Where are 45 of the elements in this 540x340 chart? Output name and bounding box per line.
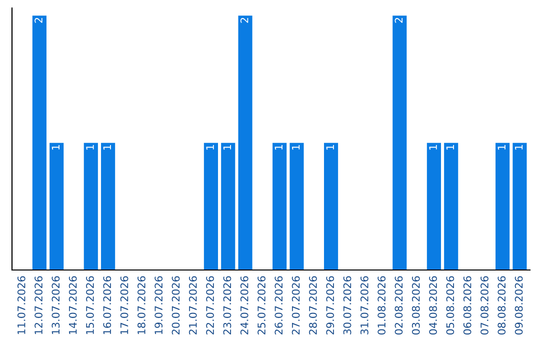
data-label: 1 — [292, 145, 300, 150]
data-label: 1 — [52, 145, 60, 150]
x-tick-label: 19.07.2026 — [154, 276, 163, 334]
data-label: 1 — [274, 145, 282, 150]
x-tick-label: 17.07.2026 — [120, 276, 128, 334]
x-tick-label: 11.07.2026 — [17, 276, 26, 334]
data-label: 2 — [34, 18, 42, 23]
x-tick-label: 01.08.2026 — [378, 276, 386, 335]
x-tick-label: 14.07.2026 — [68, 276, 77, 334]
x-tick-label: 27.07.2026 — [292, 276, 300, 334]
x-tick-label: 24.07.2026 — [240, 276, 248, 334]
x-tick-label: 26.07.2026 — [274, 276, 283, 334]
x-tick-label: 18.07.2026 — [138, 276, 146, 334]
x-tick-label: 16.07.2026 — [103, 276, 112, 334]
x-tick-label: 31.07.2026 — [360, 276, 368, 334]
x-tick-label: 25.07.2026 — [258, 276, 266, 334]
x-tick-label: 12.07.2026 — [34, 276, 42, 334]
x-tick-label: 15.07.2026 — [86, 276, 94, 334]
data-label: 1 — [326, 145, 334, 150]
x-tick-label: 13.07.2026 — [52, 276, 60, 334]
data-label: 1 — [223, 145, 231, 150]
x-tick-label: 20.07.2026 — [172, 276, 180, 334]
data-label: 1 — [103, 145, 111, 150]
data-label: 2 — [394, 18, 403, 23]
x-tick-label: 28.07.2026 — [309, 276, 317, 334]
x-tick-label: 02.08.2026 — [394, 276, 403, 335]
x-tick-label: 06.08.2026 — [463, 276, 472, 335]
x-tick-label: 29.07.2026 — [326, 276, 334, 334]
data-label: 1 — [429, 145, 437, 150]
x-tick-label: 23.07.2026 — [223, 276, 232, 334]
data-label: 1 — [206, 145, 214, 150]
data-label: 1 — [514, 145, 523, 150]
data-label: 1 — [498, 145, 506, 150]
data-label: 1 — [86, 145, 94, 150]
x-tick-label: 05.08.2026 — [446, 276, 454, 335]
x-tick-label: 09.08.2026 — [514, 276, 523, 335]
data-label: 2 — [240, 18, 248, 23]
x-tick-label: 22.07.2026 — [206, 276, 214, 334]
x-tick-label: 08.08.2026 — [498, 276, 506, 335]
x-tick-label: 03.08.2026 — [412, 276, 420, 335]
x-tick-label: 04.08.2026 — [429, 276, 437, 335]
x-tick-label: 07.08.2026 — [480, 276, 488, 335]
x-tick-label: 21.07.2026 — [188, 276, 197, 334]
data-label: 1 — [446, 145, 454, 150]
x-tick-label: 30.07.2026 — [343, 276, 352, 334]
